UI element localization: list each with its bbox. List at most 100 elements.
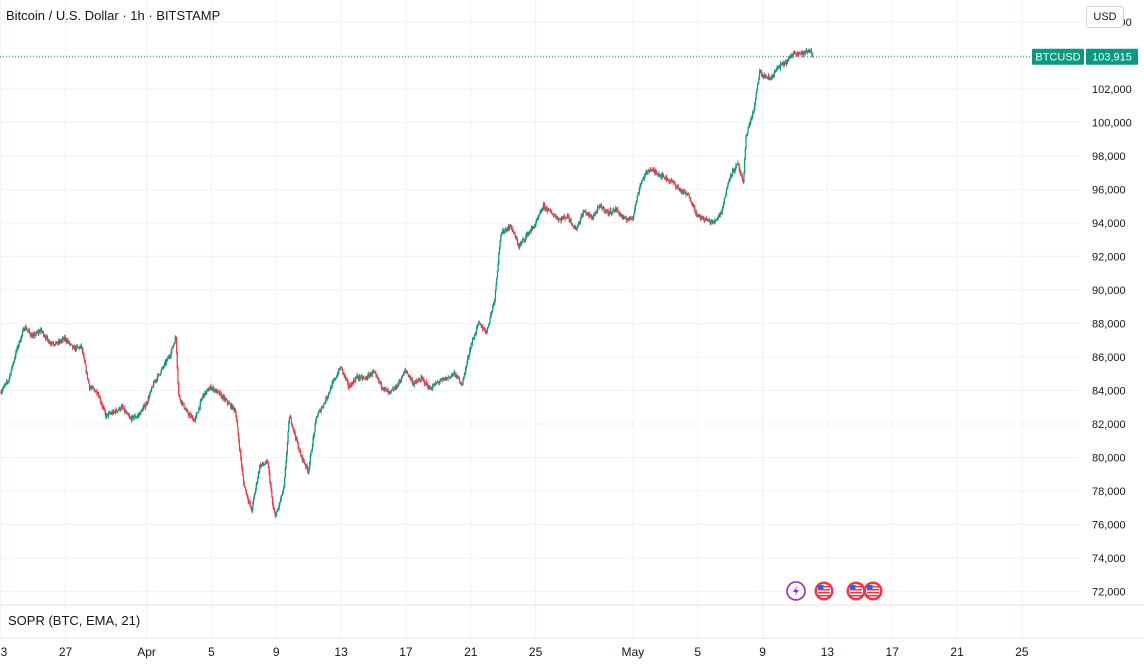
candle-body [660,174,663,178]
candle-body [744,157,746,173]
candle-body [731,174,733,177]
candle-body [39,330,41,333]
candle-body [242,469,244,476]
candle-body [581,215,583,217]
candle-body [727,184,729,189]
candle-body [756,88,758,94]
candle-body [250,506,252,508]
candle-body [363,377,365,379]
us-flag-icon[interactable] [846,581,866,601]
candle-body [340,367,343,369]
candle-body [426,384,428,386]
candle-body [69,343,72,345]
chart-title[interactable]: Bitcoin / U.S. Dollar · 1h · BITSTAMP [6,8,221,23]
candle-body [136,416,138,418]
candle-body [660,174,662,176]
candle-body [324,402,326,403]
last-price-tag[interactable] [1086,48,1138,65]
candle-body [342,372,345,374]
candle-body [474,334,476,336]
indicator-label[interactable]: SOPR (BTC, EMA, 21) [8,613,141,628]
candle-body [422,378,424,380]
candle-body [629,216,632,218]
candle-body [50,343,52,345]
candle-body [618,211,620,215]
candle-body [550,211,552,213]
candle-body [11,366,13,371]
candle-body [180,399,182,402]
candle-body [686,193,688,195]
candle-body [114,411,116,414]
candle-body [597,207,599,209]
y-tick-label: 78,000 [1092,486,1126,498]
candle-body [444,378,446,381]
candle-body [471,339,474,344]
candle-body [561,217,563,221]
candle-body [311,450,313,452]
candle-body [549,209,551,212]
candle-body [99,397,101,399]
candle-body [755,93,757,99]
us-flag-icon[interactable] [863,581,883,601]
y-tick-label: 86,000 [1092,352,1126,364]
candle-body [65,337,67,341]
candle-body [698,214,700,216]
candle-body [404,370,406,373]
candle-body [379,381,381,384]
candle-body [286,452,288,462]
candle-body [678,188,680,189]
candle-body [202,395,204,398]
candle-body [518,245,520,248]
candle-body [249,502,251,507]
candle-body [368,374,370,378]
y-tick-label: 96,000 [1092,184,1126,196]
candle-body [182,403,184,404]
candle-body [257,472,259,479]
candle-body [691,202,693,205]
lightning-icon[interactable] [786,581,806,601]
candle-body [158,373,160,375]
candle-body [386,389,388,391]
candle-body [489,317,491,323]
candle-body [737,163,740,165]
candle-body [310,451,312,456]
candle-body [135,417,137,419]
candle-body [696,211,698,217]
candle-body [591,216,593,220]
candle-body [642,177,644,180]
candle-body [393,388,395,391]
candle-body [729,177,731,180]
candle-body [140,410,143,411]
candle-body [377,378,379,379]
candle-body [358,375,360,379]
candle-body [146,402,148,404]
candle-body [749,123,751,124]
candle-body [436,382,438,383]
candle-body [196,412,199,414]
candle-body [127,413,129,416]
candle-body [53,343,55,345]
candle-body [651,169,653,171]
candle-body [754,103,756,110]
candle-body [8,378,10,382]
candle-body [252,502,254,509]
y-tick-label: 82,000 [1092,419,1126,431]
candle-body [307,471,309,473]
candle-body [627,219,630,220]
us-flag-icon[interactable] [814,581,834,601]
candle-body [694,211,696,214]
candle-body [644,174,646,176]
candle-body [278,507,280,509]
candle-body [272,503,274,509]
candle-body [654,170,656,173]
candle-body [26,329,28,331]
currency-button[interactable]: USD [1086,6,1124,28]
candle-body [556,217,558,219]
candle-body [334,378,336,381]
candle-body [145,402,147,406]
candle-body [513,232,515,234]
candle-body [757,81,759,85]
candle-body [658,173,660,175]
